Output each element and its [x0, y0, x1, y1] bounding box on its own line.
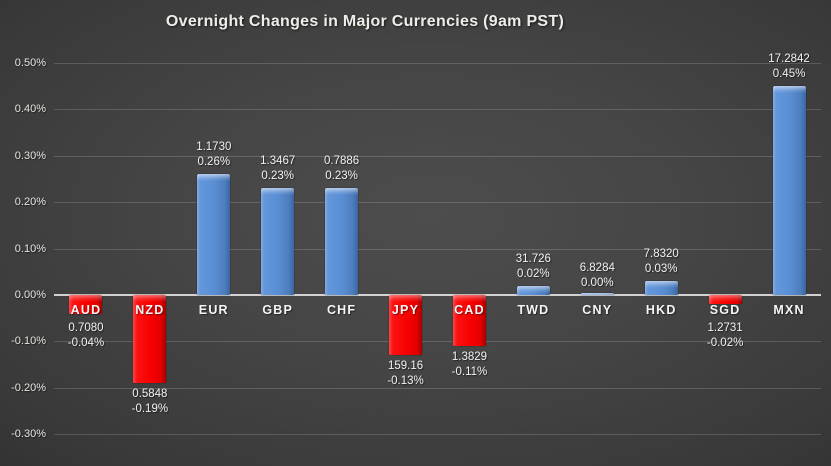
gridline [54, 155, 821, 157]
data-label-rate: 6.8284 [579, 262, 615, 274]
category-label-sgd: SGD [709, 303, 741, 317]
bar-chf[interactable] [325, 188, 359, 295]
data-label-rate: 1.3829 [451, 351, 488, 364]
data-label-rate: 1.2731 [707, 322, 743, 334]
data-label-twd: 31.726 0.02% [497, 252, 569, 282]
category-label-cad: CAD [454, 303, 485, 317]
data-label-rate: 0.7886 [324, 155, 360, 168]
y-axis-tick-label: -0.30% [11, 428, 46, 441]
data-label-aud: 0.7080 -0.04% [50, 321, 122, 351]
category-label-hkd: HKD [645, 303, 677, 317]
y-axis-tick-label: -0.20% [11, 381, 46, 394]
data-label-mxn: 17.2842 0.45% [753, 52, 825, 82]
chart-title: Overnight Changes in Major Currencies (9… [165, 13, 565, 30]
gridline [54, 63, 821, 64]
bar-aud[interactable] [69, 295, 103, 314]
data-label-rate: 17.2842 [768, 53, 810, 66]
data-label-rate: 0.7080 [68, 322, 104, 334]
data-label-rate: 1.1730 [196, 141, 232, 154]
data-label-percent: 0.23% [261, 170, 294, 183]
data-label-rate: 31.726 [515, 252, 551, 265]
gridline [54, 387, 821, 389]
data-label-hkd: 7.8320 0.03% [625, 247, 697, 277]
category-label-gbp: GBP [262, 303, 294, 317]
bar-gbp[interactable] [261, 188, 295, 295]
y-axis-tick-label: 0.50% [14, 57, 46, 69]
x-axis-zero-line [54, 294, 821, 296]
data-label-rate: 0.5848 [132, 388, 168, 401]
gridline [54, 434, 821, 436]
data-label-percent: -0.02% [706, 337, 744, 349]
bar-twd[interactable] [516, 285, 550, 295]
y-axis-tick-label: 0.30% [14, 149, 46, 162]
data-label-percent: 0.45% [772, 68, 806, 81]
data-label-gbp: 1.3467 0.23% [242, 154, 314, 184]
y-axis-tick-label: 0.10% [14, 242, 46, 255]
bar-cny[interactable] [580, 293, 614, 295]
gridline [54, 248, 821, 250]
category-label-mxn: MXN [773, 303, 805, 317]
data-label-eur: 1.1730 0.26% [178, 140, 250, 170]
y-axis-tick-label: -0.10% [11, 335, 46, 348]
data-label-percent: 0.03% [644, 263, 678, 276]
category-label-nzd: NZD [135, 303, 165, 317]
data-label-sgd: 1.2731 -0.02% [689, 321, 761, 351]
category-label-eur: EUR [198, 303, 229, 317]
bar-nzd[interactable] [133, 295, 167, 384]
bar-eur[interactable] [197, 174, 231, 295]
data-label-percent: -0.19% [131, 403, 169, 416]
data-label-percent: -0.04% [67, 337, 105, 349]
data-label-cad: 1.3829 -0.11% [434, 350, 506, 380]
data-label-percent: 0.23% [325, 170, 358, 183]
bar-sgd[interactable] [708, 295, 742, 305]
bar-mxn[interactable] [772, 86, 806, 295]
category-label-cny: CNY [582, 303, 613, 317]
gridline [54, 109, 821, 111]
data-label-nzd: 0.5848 -0.19% [114, 387, 186, 417]
gridline [54, 341, 821, 343]
category-label-aud: AUD [70, 303, 102, 317]
data-label-jpy: 159.16 -0.13% [370, 359, 442, 389]
data-label-percent: 0.02% [517, 267, 550, 280]
bar-cad[interactable] [452, 295, 486, 347]
data-label-percent: -0.13% [387, 375, 424, 388]
gridline [54, 202, 821, 204]
y-axis-tick-label: 0.00% [14, 289, 46, 301]
bar-jpy[interactable] [389, 295, 423, 356]
data-label-chf: 0.7886 0.23% [306, 154, 378, 184]
y-axis-tick-label: 0.40% [14, 103, 46, 116]
data-label-rate: 7.8320 [643, 248, 679, 261]
category-label-jpy: JPY [391, 303, 420, 317]
data-label-percent: 0.26% [197, 156, 231, 169]
data-label-rate: 1.3467 [260, 155, 296, 168]
data-label-cny: 6.8284 0.00% [561, 261, 633, 291]
data-label-percent: 0.00% [580, 277, 614, 289]
y-axis-tick-label: 0.20% [14, 196, 46, 209]
bar-hkd[interactable] [644, 281, 678, 295]
category-label-chf: CHF [326, 303, 357, 317]
category-label-twd: TWD [517, 303, 550, 317]
data-label-rate: 159.16 [387, 360, 424, 373]
data-label-percent: -0.11% [451, 366, 488, 379]
